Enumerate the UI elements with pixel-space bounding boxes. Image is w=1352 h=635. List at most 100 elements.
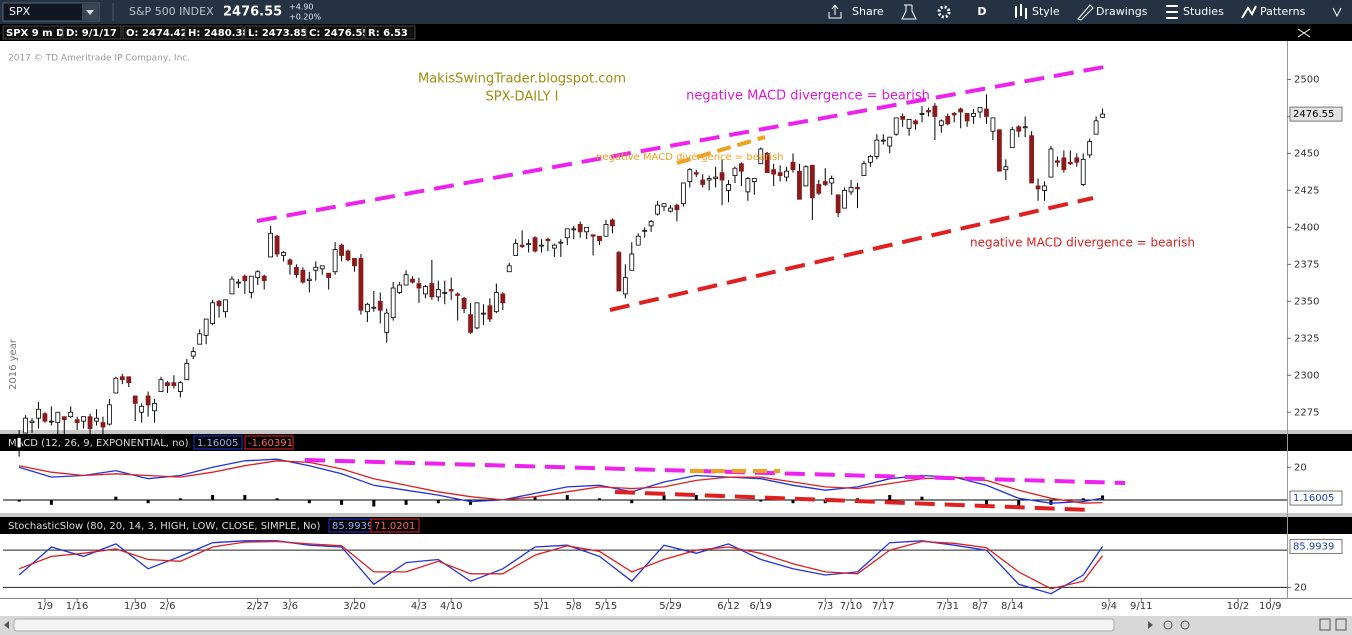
candle-body xyxy=(751,178,757,182)
candle-body xyxy=(829,178,835,184)
share-button[interactable]: Share xyxy=(828,4,884,19)
histogram-bar xyxy=(436,499,440,504)
scroll-left[interactable] xyxy=(4,621,9,629)
drawings-button[interactable]: Drawings xyxy=(1077,4,1148,21)
candle-body xyxy=(94,417,99,422)
candle-body xyxy=(435,289,441,298)
histogram-bar xyxy=(17,499,21,502)
candle-body xyxy=(442,292,448,294)
candle-body xyxy=(764,153,770,174)
histogram-bar xyxy=(49,499,53,505)
aggregation-button[interactable]: D xyxy=(977,5,986,18)
candle-body xyxy=(165,382,170,387)
header-value: 1.16005 xyxy=(197,438,238,449)
trendline[interactable] xyxy=(609,196,1094,312)
macd-header xyxy=(0,434,1352,451)
candle-body xyxy=(822,181,828,185)
header-item: SPX 9 m D xyxy=(6,28,64,39)
patterns-button[interactable]: Patterns xyxy=(1241,5,1306,19)
candle-body xyxy=(339,244,344,256)
collapse-icon[interactable] xyxy=(1297,28,1311,38)
candle-body xyxy=(16,436,22,449)
candle-body xyxy=(1042,185,1047,191)
histogram-bar xyxy=(1101,495,1105,500)
candle-body xyxy=(423,286,428,295)
trendline[interactable] xyxy=(256,65,1105,223)
candle-body xyxy=(29,420,35,424)
candle-body xyxy=(784,170,789,178)
x-tick-label: 4/10 xyxy=(440,601,462,612)
price-panel xyxy=(0,41,1287,430)
fit-button[interactable] xyxy=(1319,618,1331,631)
style-button[interactable]: Style xyxy=(1015,4,1060,19)
histogram-bar xyxy=(340,499,344,505)
more-menu[interactable] xyxy=(1332,7,1342,18)
candle-body xyxy=(835,194,841,213)
candle-body xyxy=(674,204,680,211)
toolbar xyxy=(0,0,1352,24)
dropdown-arrow xyxy=(86,10,94,15)
last-value-label: 1.16005 xyxy=(1293,493,1334,504)
y-tick-label: 2350 xyxy=(1294,296,1319,307)
candle-body xyxy=(223,299,228,313)
y-tick-label: 20 xyxy=(1294,462,1307,473)
candle-body xyxy=(971,113,976,117)
zoom-out[interactable] xyxy=(1163,620,1173,630)
histogram-bar xyxy=(598,498,602,500)
candle-body xyxy=(474,302,480,329)
histogram-bar xyxy=(243,495,247,500)
candle-body xyxy=(36,408,41,419)
candle-body xyxy=(797,170,802,200)
candle-body xyxy=(235,281,241,284)
candle-body xyxy=(384,312,390,333)
histogram-bar xyxy=(307,499,311,504)
candle-body xyxy=(113,377,119,394)
candle-body xyxy=(1048,148,1054,178)
trendline[interactable] xyxy=(676,135,766,165)
header-cell xyxy=(184,25,244,40)
last-value-box xyxy=(1289,106,1343,122)
settings-icon[interactable] xyxy=(937,5,951,19)
symbol: SPX xyxy=(9,5,31,18)
copyright: 2017 © TD Ameritrade IP Company, Inc. xyxy=(8,54,190,64)
y-tick-label: 20 xyxy=(1294,582,1307,593)
y-tick-label: 2300 xyxy=(1294,370,1319,381)
candle-body xyxy=(416,283,422,289)
candle-body xyxy=(139,405,145,413)
candle-body xyxy=(332,249,338,273)
histogram-bar xyxy=(114,496,118,500)
candle-body xyxy=(119,376,125,381)
candle-body xyxy=(1100,113,1105,118)
candle-body xyxy=(584,226,590,233)
symbol-input[interactable] xyxy=(2,2,100,22)
header-value: 85.9939 xyxy=(332,521,373,532)
plot-layer: 1/9 1/16 1/30 2/6 2/27 3/6 3/20 4/3 4/10 5/1 5/8 5/… xyxy=(3,74,1343,612)
candle-body xyxy=(809,164,815,199)
candle-body xyxy=(190,351,196,357)
candle-body xyxy=(913,120,918,125)
flask-icon[interactable] xyxy=(901,4,917,20)
studies-button[interactable]: Studies xyxy=(1166,5,1224,19)
candle-body xyxy=(55,411,61,424)
scrollbar-thumb[interactable] xyxy=(13,618,1115,632)
candle-body xyxy=(345,250,351,261)
trendline[interactable] xyxy=(304,458,1126,485)
trendline[interactable] xyxy=(614,490,1093,512)
zoom-in[interactable] xyxy=(1180,620,1190,630)
candle-body xyxy=(81,416,87,422)
last-value-label: 2476.55 xyxy=(1293,109,1334,120)
scroll-right[interactable] xyxy=(1148,621,1153,629)
histogram-bar xyxy=(533,496,537,500)
candle-body xyxy=(996,129,1002,172)
candle-body xyxy=(519,244,525,247)
x-tick-label: 6/19 xyxy=(750,601,772,612)
header-cell xyxy=(2,25,62,40)
candle-body xyxy=(448,289,454,292)
candle-body xyxy=(564,228,570,239)
candle-body xyxy=(268,232,274,258)
change: +4.90 xyxy=(289,3,314,12)
candle-body xyxy=(790,161,796,171)
candle-body xyxy=(42,413,48,422)
settings-button[interactable] xyxy=(1335,618,1347,631)
candle-body xyxy=(571,228,577,231)
